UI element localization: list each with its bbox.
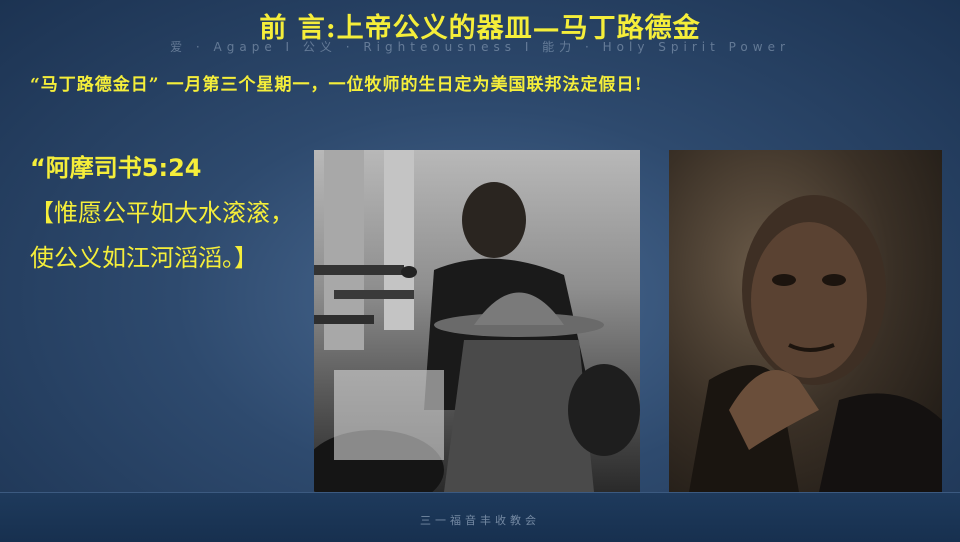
scripture-verse: “阿摩司书5:24 【惟愿公平如大水滚滚， 使公义如江河滔滔。】 [30, 150, 300, 285]
speech-photo [314, 150, 640, 492]
footer-bar [0, 492, 960, 542]
speech-photo-illustration [314, 150, 640, 492]
portrait-photo [669, 150, 942, 492]
slide-subtitle: “马丁路德金日” 一月第三个星期一，一位牧师的生日定为美国联邦法定假日! [30, 75, 643, 95]
verse-line-2: 使公义如江河滔滔。】 [30, 244, 258, 272]
slide-title: 前 言:上帝公义的器皿—马丁路德金 [259, 13, 701, 44]
verse-line-1: 【惟愿公平如大水滚滚， [30, 199, 294, 227]
footer-church-name: 三一福音丰收教会 [420, 514, 540, 527]
portrait-illustration [689, 195, 942, 492]
verse-reference: “阿摩司书5:24 [30, 154, 202, 182]
watermark-banner: 爱 · Agape I 公义 · Righteousness I 能力 · Ho… [170, 40, 790, 54]
